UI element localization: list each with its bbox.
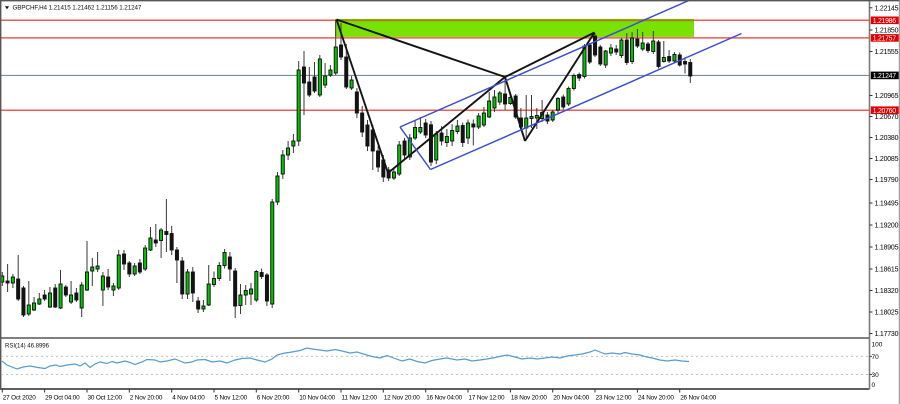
svg-text:18 Nov 20:00: 18 Nov 20:00: [511, 394, 547, 401]
svg-text:20 Nov 04:00: 20 Nov 04:00: [553, 394, 589, 401]
svg-text:1.21757: 1.21757: [873, 36, 896, 43]
svg-text:1.19200: 1.19200: [875, 223, 899, 230]
svg-text:27 Oct 2020: 27 Oct 2020: [3, 394, 36, 401]
svg-text:29 Oct 04:00: 29 Oct 04:00: [45, 394, 80, 401]
svg-text:1.21247: 1.21247: [873, 73, 896, 80]
svg-text:23 Nov 12:00: 23 Nov 12:00: [596, 394, 632, 401]
svg-text:1.20965: 1.20965: [875, 93, 899, 100]
svg-text:26 Nov 04:00: 26 Nov 04:00: [680, 394, 716, 401]
svg-text:1.18905: 1.18905: [875, 245, 899, 252]
svg-text:17 Nov 12:00: 17 Nov 12:00: [469, 394, 505, 401]
svg-text:RSI(14) 46.8996: RSI(14) 46.8996: [5, 342, 50, 349]
svg-text:1.20085: 1.20085: [875, 156, 899, 163]
svg-text:1.18615: 1.18615: [875, 267, 899, 274]
svg-text:30 Oct 12:00: 30 Oct 12:00: [88, 394, 123, 401]
svg-text:70: 70: [872, 354, 880, 361]
svg-text:5 Nov 12:00: 5 Nov 12:00: [215, 394, 248, 401]
svg-text:11 Nov 12:00: 11 Nov 12:00: [342, 394, 378, 401]
svg-text:1.21555: 1.21555: [875, 49, 899, 56]
svg-text:24 Nov 20:00: 24 Nov 20:00: [638, 394, 674, 401]
svg-text:1.19790: 1.19790: [875, 177, 899, 184]
svg-text:6 Nov 20:00: 6 Nov 20:00: [257, 394, 290, 401]
svg-text:1.18320: 1.18320: [875, 288, 899, 295]
svg-text:1.18025: 1.18025: [875, 310, 899, 317]
svg-text:30: 30: [872, 372, 880, 379]
svg-text:100: 100: [872, 341, 883, 348]
svg-text:1.20670: 1.20670: [875, 114, 899, 121]
svg-text:1.19495: 1.19495: [875, 201, 899, 208]
svg-text:1.22145: 1.22145: [875, 5, 899, 12]
svg-text:1.17730: 1.17730: [875, 331, 899, 338]
svg-text:10 Nov 04:00: 10 Nov 04:00: [299, 394, 335, 401]
svg-text:1.21986: 1.21986: [873, 18, 896, 25]
svg-text:GBPCHF,H4 1.21415 1.21462 1.2: GBPCHF,H4 1.21415 1.21462 1.21156 1.2124…: [13, 5, 142, 12]
svg-text:1.20760: 1.20760: [873, 108, 896, 115]
svg-text:0: 0: [872, 382, 876, 389]
svg-text:12 Nov 20:00: 12 Nov 20:00: [384, 394, 420, 401]
svg-text:1.21850: 1.21850: [875, 28, 899, 35]
svg-text:2 Nov 20:00: 2 Nov 20:00: [130, 394, 163, 401]
svg-text:1.20380: 1.20380: [875, 135, 899, 142]
svg-text:4 Nov 04:00: 4 Nov 04:00: [172, 394, 205, 401]
svg-text:16 Nov 04:00: 16 Nov 04:00: [426, 394, 462, 401]
